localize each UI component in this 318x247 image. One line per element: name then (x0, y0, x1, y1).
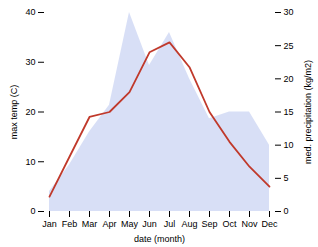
svg-text:10: 10 (284, 140, 294, 150)
svg-text:25: 25 (284, 41, 294, 51)
svg-text:5: 5 (284, 173, 289, 183)
svg-text:Jun: Jun (142, 219, 157, 229)
svg-text:Jul: Jul (164, 219, 176, 229)
svg-text:20: 20 (25, 107, 35, 117)
svg-text:Mar: Mar (82, 219, 98, 229)
svg-text:10: 10 (25, 157, 35, 167)
svg-text:med. precipitation (kg/m2): med. precipitation (kg/m2) (303, 60, 313, 164)
svg-text:0: 0 (284, 206, 289, 216)
svg-text:30: 30 (25, 57, 35, 67)
svg-text:max temp (C): max temp (C) (9, 85, 19, 140)
svg-text:Dec: Dec (261, 219, 278, 229)
svg-text:Sep: Sep (201, 219, 217, 229)
svg-text:15: 15 (284, 107, 294, 117)
svg-text:Nov: Nov (241, 219, 258, 229)
svg-text:20: 20 (284, 74, 294, 84)
svg-text:30: 30 (284, 7, 294, 17)
svg-text:40: 40 (25, 7, 35, 17)
svg-text:date (month): date (month) (134, 234, 185, 244)
svg-text:May: May (121, 219, 139, 229)
svg-text:Jan: Jan (42, 219, 57, 229)
svg-text:Oct: Oct (222, 219, 237, 229)
svg-text:0: 0 (30, 206, 35, 216)
svg-text:Aug: Aug (181, 219, 197, 229)
svg-text:Feb: Feb (62, 219, 78, 229)
svg-text:Apr: Apr (102, 219, 116, 229)
